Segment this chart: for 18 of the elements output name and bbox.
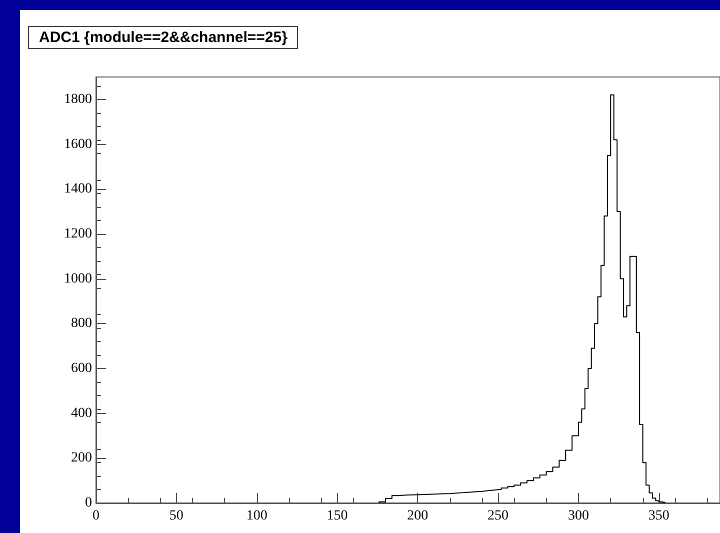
- y-tick-label: 400: [71, 406, 92, 421]
- y-tick-label: 800: [71, 316, 92, 332]
- x-tick-label: 100: [246, 508, 268, 524]
- y-tick-label: 200: [71, 450, 92, 466]
- x-tick-label: 250: [488, 508, 509, 524]
- x-tick-label: 200: [407, 508, 428, 524]
- x-tick-label: 50: [169, 508, 184, 524]
- y-tick-label: 600: [71, 360, 92, 376]
- y-tick-label: 1600: [64, 136, 92, 152]
- y-tick-label: 0: [85, 496, 92, 510]
- y-tick-label: 1000: [64, 271, 92, 286]
- x-tick-label: 150: [326, 508, 348, 524]
- x-tick-label: 350: [648, 508, 670, 524]
- chart-title: ADC1 {module==2&&channel==25}: [28, 26, 298, 49]
- y-tick-label: 1800: [64, 92, 92, 107]
- y-tick-label: 1400: [64, 182, 92, 197]
- x-tick-label: 300: [568, 508, 589, 524]
- y-tick-label: 1200: [64, 226, 92, 242]
